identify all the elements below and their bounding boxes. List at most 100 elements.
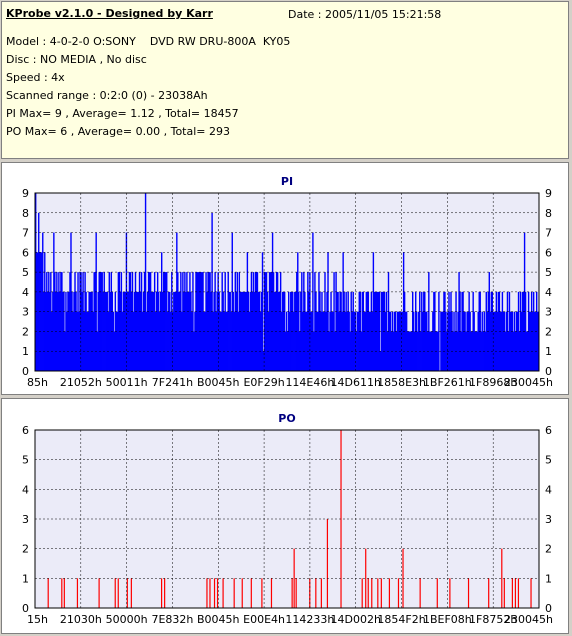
pi-bar bbox=[523, 232, 526, 371]
pi-bar bbox=[289, 311, 291, 371]
pi-bar bbox=[285, 311, 288, 371]
pi-bar bbox=[333, 272, 335, 371]
po-bar bbox=[488, 578, 490, 608]
pi-bar bbox=[124, 291, 127, 371]
pi-bar bbox=[173, 291, 175, 371]
pi-bar bbox=[172, 311, 174, 371]
po-bar bbox=[377, 578, 379, 608]
pi-bar bbox=[381, 291, 384, 371]
po-xtick: 1BEF08h bbox=[423, 613, 472, 626]
pi-bar bbox=[457, 311, 459, 371]
pi-bar bbox=[61, 272, 63, 371]
pi-bar bbox=[72, 311, 74, 371]
pi-bar bbox=[184, 272, 186, 371]
po-bar bbox=[326, 519, 329, 608]
pi-bar bbox=[196, 272, 198, 371]
pi-ytick-left: 8 bbox=[22, 207, 29, 220]
pi-bar bbox=[416, 311, 418, 371]
pi-bar bbox=[508, 291, 511, 371]
po-ytick-left: 3 bbox=[22, 513, 29, 526]
pi-bar bbox=[225, 311, 227, 371]
pi-bar bbox=[284, 331, 287, 371]
pi-bar bbox=[409, 331, 412, 371]
pi-bar bbox=[488, 272, 491, 371]
pi-bar bbox=[321, 291, 323, 371]
pi-bar bbox=[298, 291, 300, 371]
pi-bar bbox=[233, 311, 235, 371]
pi-bar bbox=[373, 291, 376, 371]
pi-bar bbox=[376, 291, 379, 371]
pi-bar bbox=[158, 311, 161, 371]
pi-bar bbox=[145, 311, 148, 371]
pi-bar bbox=[301, 272, 303, 371]
pi-bar bbox=[209, 272, 211, 371]
pi-bar bbox=[131, 272, 134, 371]
pi-bar bbox=[325, 311, 327, 371]
po-bar bbox=[161, 578, 163, 608]
pi-bar bbox=[103, 272, 105, 371]
po-bar bbox=[530, 578, 532, 608]
pi-bar bbox=[380, 291, 383, 371]
pi-bar bbox=[397, 311, 400, 371]
pi-bar bbox=[78, 311, 80, 371]
pi-bar bbox=[320, 311, 322, 371]
pi-bar bbox=[496, 311, 499, 371]
pi-bar bbox=[212, 311, 214, 371]
pi-chart: PI 0 0 1 1 2 2 3 3 4 4 5 5 6 6 7 7 8 8 9 9 85h 21052h 50011h 7F2… bbox=[22, 175, 553, 389]
po-xtick: 1F8752h bbox=[469, 613, 517, 626]
po-bar bbox=[397, 578, 400, 608]
pi-bar bbox=[524, 291, 527, 371]
pi-bar bbox=[426, 311, 428, 371]
pi-bar bbox=[441, 311, 443, 371]
pi-bar bbox=[153, 272, 156, 371]
pi-bar bbox=[453, 311, 455, 371]
pi-xtick: 1F8968h bbox=[469, 376, 517, 389]
pi-bar bbox=[510, 311, 513, 371]
pi-bar bbox=[361, 291, 363, 371]
pi-bar bbox=[505, 311, 508, 371]
pi-bar bbox=[261, 252, 264, 371]
po-bar bbox=[295, 578, 297, 608]
pi-ytick-left: 7 bbox=[22, 227, 29, 240]
pi-bar bbox=[432, 311, 434, 371]
pi-bar bbox=[156, 272, 159, 371]
po-bar bbox=[222, 578, 224, 608]
info-panel: KProbe v2.1.0 - Designed by Karr Date : … bbox=[1, 1, 569, 159]
pi-bar bbox=[244, 291, 247, 371]
pi-ytick-left: 1 bbox=[22, 345, 29, 358]
pi-bar bbox=[344, 311, 346, 371]
pi-bar bbox=[197, 272, 199, 371]
pi-bar bbox=[108, 272, 110, 371]
pi-bar bbox=[186, 272, 188, 371]
pi-bar bbox=[377, 291, 380, 371]
pi-bar bbox=[354, 311, 356, 371]
pi-bar bbox=[165, 272, 167, 371]
pi-bar bbox=[531, 311, 534, 371]
pi-bar bbox=[48, 272, 50, 371]
pi-bar bbox=[279, 272, 282, 371]
po-chart-title: PO bbox=[278, 412, 295, 425]
pi-bar bbox=[73, 291, 75, 371]
pi-bar bbox=[464, 311, 466, 371]
pi-bar bbox=[213, 291, 215, 371]
pi-bar bbox=[277, 291, 280, 371]
pi-bar bbox=[268, 272, 271, 371]
pi-bar bbox=[148, 272, 151, 371]
pi-bar bbox=[328, 331, 330, 371]
pi-bar bbox=[88, 291, 90, 371]
pi-bar bbox=[228, 291, 230, 371]
pi-bar bbox=[280, 311, 283, 371]
pi-bar bbox=[460, 331, 462, 371]
po-bar bbox=[419, 578, 421, 608]
pi-ytick-right: 2 bbox=[545, 325, 552, 338]
pi-bar bbox=[534, 311, 537, 371]
pi-bar bbox=[231, 232, 233, 371]
pi-bar bbox=[483, 311, 485, 371]
po-xtick: 230045h bbox=[504, 613, 553, 626]
pi-bar bbox=[425, 311, 427, 371]
pi-bar bbox=[517, 291, 520, 371]
pi-bar bbox=[465, 331, 467, 371]
pi-bar bbox=[136, 291, 139, 371]
pi-bar bbox=[87, 311, 89, 371]
pi-bar bbox=[341, 311, 343, 371]
